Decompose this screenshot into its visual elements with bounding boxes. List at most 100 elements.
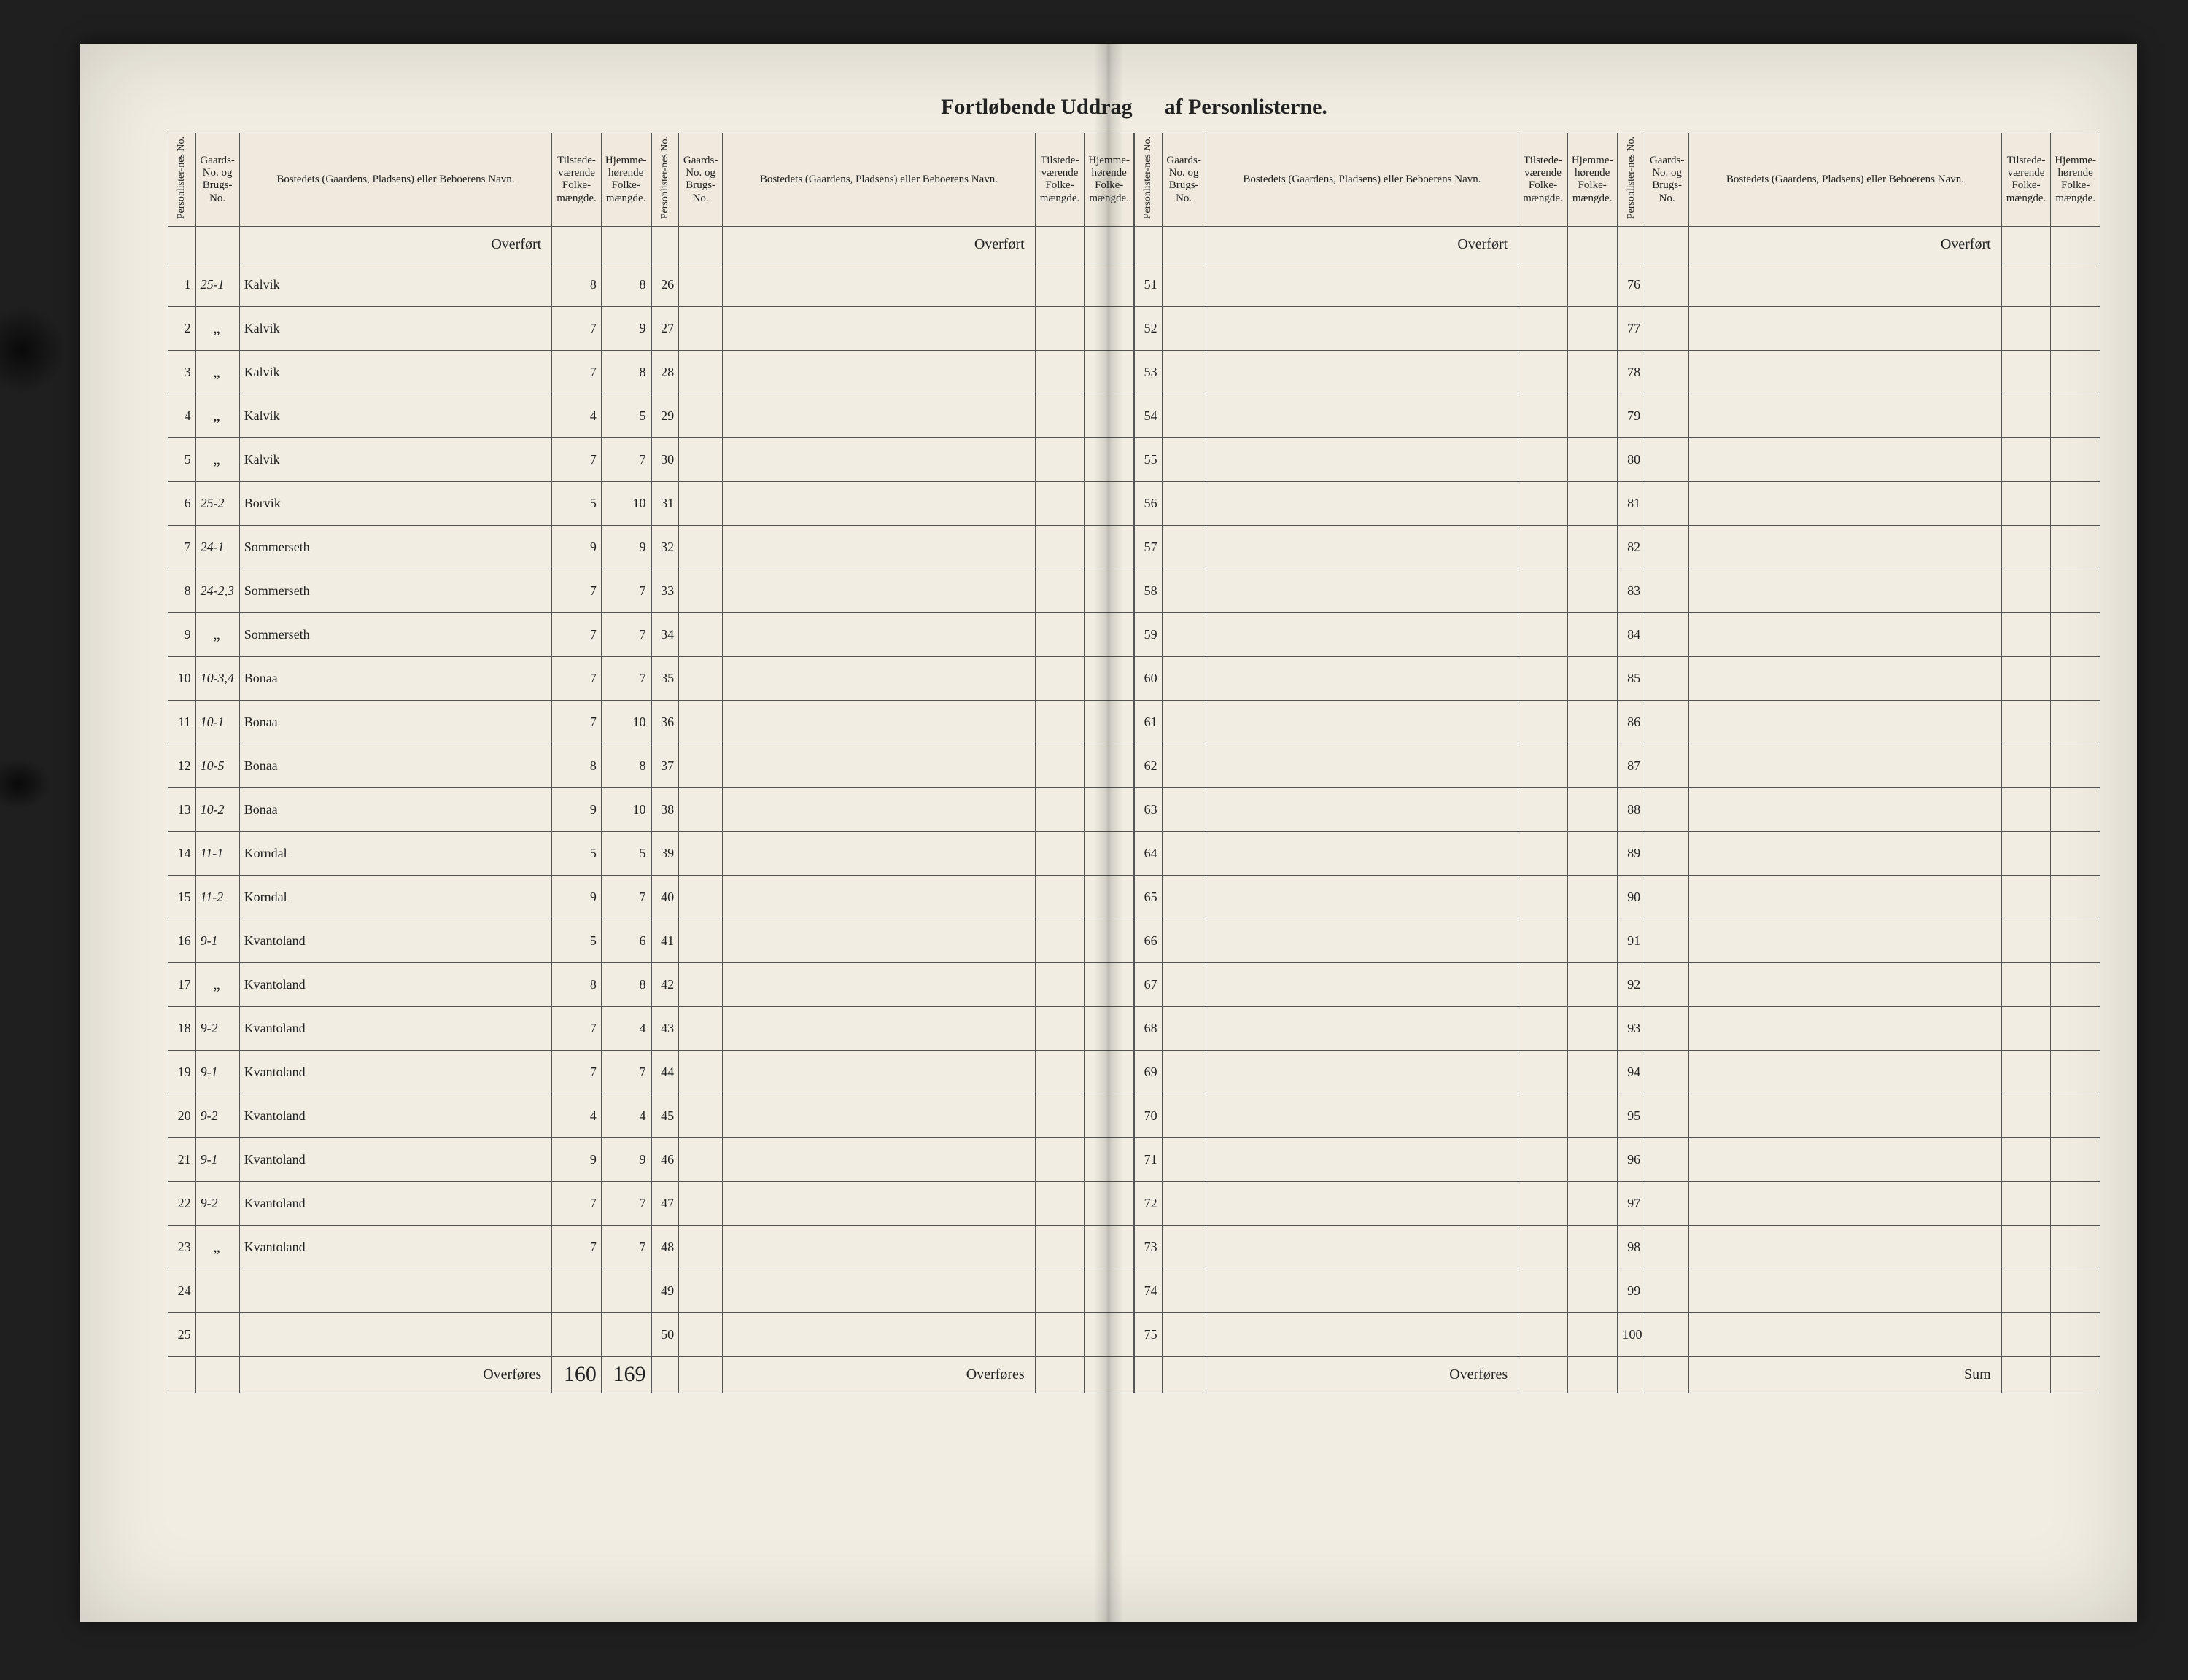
tilstede-val — [1518, 1312, 1568, 1356]
gaards-no — [679, 569, 723, 612]
gaards-no — [679, 1006, 723, 1050]
hjemme-val — [2051, 656, 2100, 700]
gaards-no: 10-1 — [195, 700, 239, 744]
gaards-no — [1645, 394, 1689, 438]
gaards-no — [1645, 612, 1689, 656]
tilstede-val — [1035, 1006, 1085, 1050]
gaards-no: „ — [195, 962, 239, 1006]
hjemme-val: 9 — [601, 525, 651, 569]
gaards-no — [195, 1269, 239, 1312]
gaards-no — [1645, 438, 1689, 481]
table-row: 60 — [1135, 656, 1618, 700]
row-number: 93 — [1618, 1006, 1645, 1050]
row-number: 32 — [651, 525, 679, 569]
gaards-no — [679, 1269, 723, 1312]
sum-hjemme: 169 — [601, 1356, 651, 1393]
bosted-name — [723, 569, 1035, 612]
overfores-row: Overføres 160 169 — [168, 1356, 651, 1393]
tilstede-val: 9 — [552, 1138, 602, 1181]
row-number: 78 — [1618, 350, 1645, 394]
hjemme-val — [1085, 1181, 1134, 1225]
gaards-no — [1162, 962, 1206, 1006]
bosted-name — [1206, 875, 1518, 919]
bosted-name — [1689, 1225, 2001, 1269]
tilstede-val — [2001, 438, 2051, 481]
table-row: 77 — [1618, 306, 2100, 350]
hjemme-val — [2051, 612, 2100, 656]
bosted-name: Kvantoland — [239, 1006, 551, 1050]
gaards-no — [1645, 569, 1689, 612]
row-number: 59 — [1135, 612, 1163, 656]
ledger-sheet: Personlister-nes No. Gaards-No. og Brugs… — [168, 133, 2100, 1393]
tilstede-val: 7 — [552, 306, 602, 350]
hjemme-val: 8 — [601, 962, 651, 1006]
gaards-no — [1645, 1312, 1689, 1356]
row-number: 16 — [168, 919, 196, 962]
ledger-table-3: Personlister-nes No. Gaards-No. og Brugs… — [1134, 133, 1618, 1393]
bosted-name — [723, 788, 1035, 831]
table-row: 39 — [651, 831, 1134, 875]
hjemme-val: 7 — [601, 1225, 651, 1269]
hjemme-val — [1567, 1312, 1617, 1356]
gaards-no — [1645, 1225, 1689, 1269]
table-row: 23„Kvantoland77 — [168, 1225, 651, 1269]
sum-label: Sum — [1689, 1356, 2001, 1393]
table-row: 29 — [651, 394, 1134, 438]
table-row: 62 — [1135, 744, 1618, 788]
table-row: 28 — [651, 350, 1134, 394]
gaards-no — [1162, 1181, 1206, 1225]
table-row: 219-1Kvantoland99 — [168, 1138, 651, 1181]
row-number: 99 — [1618, 1269, 1645, 1312]
hjemme-val — [2051, 481, 2100, 525]
row-number: 88 — [1618, 788, 1645, 831]
overfores-label: Overføres — [1206, 1356, 1518, 1393]
gaards-no — [1645, 1094, 1689, 1138]
tilstede-val — [1518, 350, 1568, 394]
hjemme-val — [1085, 569, 1134, 612]
row-number: 66 — [1135, 919, 1163, 962]
hjemme-val — [1085, 481, 1134, 525]
bosted-name — [1206, 1269, 1518, 1312]
hjemme-val — [1085, 1225, 1134, 1269]
row-number: 46 — [651, 1138, 679, 1181]
table-row: 73 — [1135, 1225, 1618, 1269]
gaards-no: 9-1 — [195, 1050, 239, 1094]
header-row: Personlister-nes No. Gaards-No. og Brugs… — [1618, 133, 2100, 227]
row-number: 57 — [1135, 525, 1163, 569]
row-number: 95 — [1618, 1094, 1645, 1138]
row-number: 47 — [651, 1181, 679, 1225]
tilstede-val — [1518, 569, 1568, 612]
tilstede-val — [2001, 612, 2051, 656]
gaards-no — [1162, 481, 1206, 525]
gaards-no — [1645, 919, 1689, 962]
table-row: 57 — [1135, 525, 1618, 569]
gaards-no: 10-2 — [195, 788, 239, 831]
tilstede-val: 5 — [552, 919, 602, 962]
hjemme-val — [2051, 525, 2100, 569]
overfort-row: Overført — [1135, 226, 1618, 262]
gaards-no — [1645, 1269, 1689, 1312]
hjemme-val — [1567, 1181, 1617, 1225]
tilstede-val — [2001, 394, 2051, 438]
tilstede-val — [2001, 1269, 2051, 1312]
row-number: 10 — [168, 656, 196, 700]
table-row: 3„Kalvik78 — [168, 350, 651, 394]
ledger-table-1: Personlister-nes No. Gaards-No. og Brugs… — [168, 133, 651, 1393]
row-number: 8 — [168, 569, 196, 612]
bosted-name — [1689, 1006, 2001, 1050]
table-row: 30 — [651, 438, 1134, 481]
table-row: 32 — [651, 525, 1134, 569]
bosted-name — [1689, 306, 2001, 350]
tilstede-val — [1518, 1050, 1568, 1094]
gaards-no — [679, 306, 723, 350]
col-hjemme: Hjemme-hørende Folke-mængde. — [1085, 133, 1134, 227]
bosted-name — [1206, 700, 1518, 744]
gaards-no — [1645, 700, 1689, 744]
row-number: 14 — [168, 831, 196, 875]
table-row: 93 — [1618, 1006, 2100, 1050]
bosted-name: Kvantoland — [239, 1138, 551, 1181]
tilstede-val — [1035, 394, 1085, 438]
table-row: 35 — [651, 656, 1134, 700]
hjemme-val — [1085, 700, 1134, 744]
gaards-no — [1645, 306, 1689, 350]
